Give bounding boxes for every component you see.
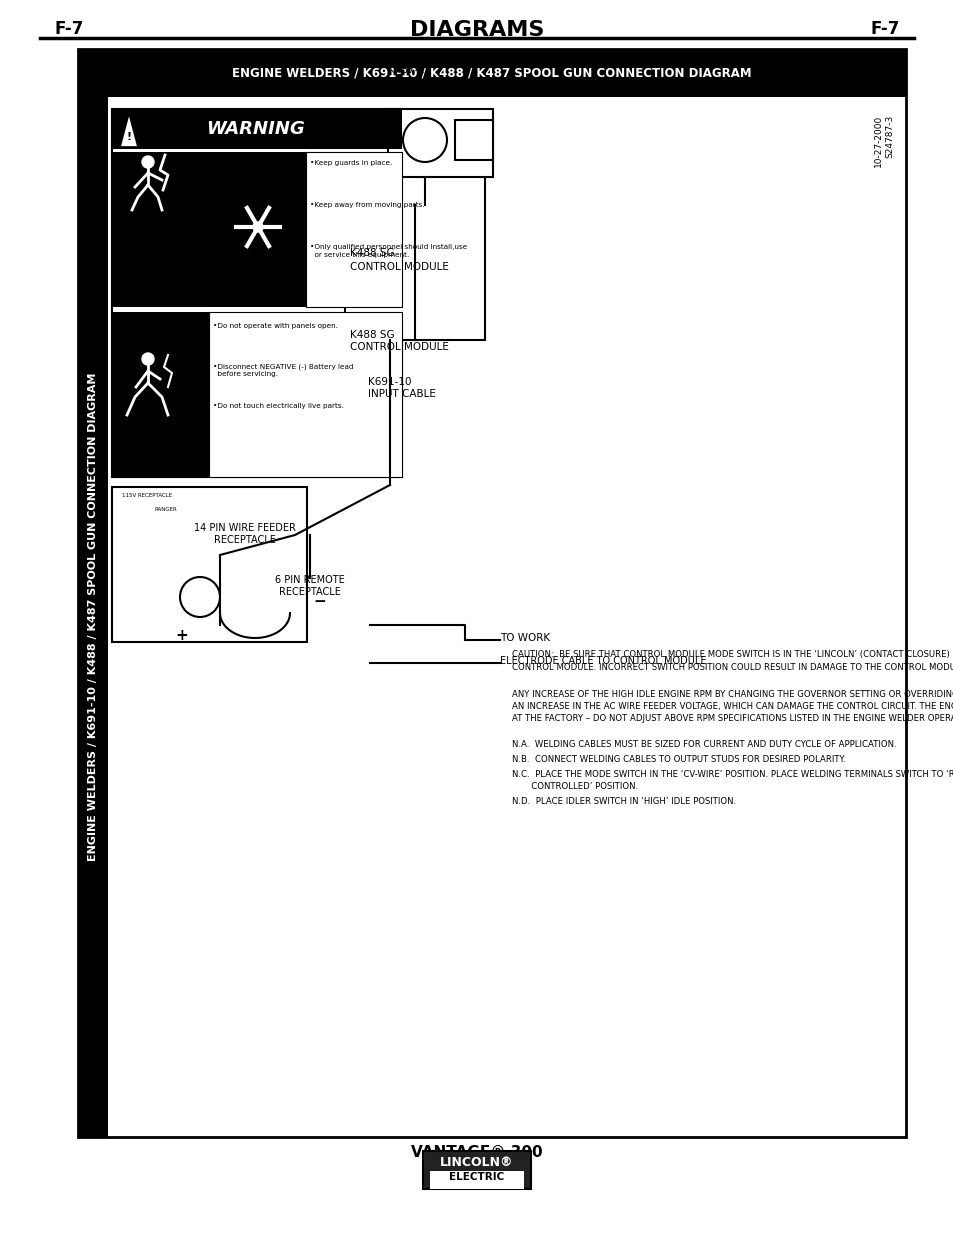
Text: ELECTRIC: ELECTRIC <box>449 1172 504 1182</box>
Circle shape <box>253 222 263 232</box>
Bar <box>112 152 209 308</box>
Text: AT THE FACTORY – DO NOT ADJUST ABOVE RPM SPECIFICATIONS LISTED IN THE ENGINE WEL: AT THE FACTORY – DO NOT ADJUST ABOVE RPM… <box>512 714 953 722</box>
Text: 14 PIN WIRE FEEDER
RECEPTACLE: 14 PIN WIRE FEEDER RECEPTACLE <box>193 522 295 545</box>
Text: ENGINE WELDERS / K691-10 / K488 / K487 SPOOL GUN CONNECTION DIAGRAM: ENGINE WELDERS / K691-10 / K488 / K487 S… <box>232 67 751 79</box>
Bar <box>455 120 493 161</box>
Bar <box>78 49 905 1137</box>
Bar <box>78 49 905 98</box>
Bar <box>112 109 401 477</box>
Text: •Keep guards in place.: •Keep guards in place. <box>310 161 392 165</box>
Text: CAUTION:  BE SURE THAT CONTROL MODULE MODE SWITCH IS IN THE ‘LINCOLN’ (CONTACT C: CAUTION: BE SURE THAT CONTROL MODULE MOD… <box>512 650 953 659</box>
Text: −: − <box>314 594 326 610</box>
Text: •Keep away from moving parts.: •Keep away from moving parts. <box>310 203 424 207</box>
Text: +: + <box>175 627 188 642</box>
Circle shape <box>142 353 153 366</box>
Text: RANGER: RANGER <box>154 508 177 513</box>
Text: CONTROLLED’ POSITION.: CONTROLLED’ POSITION. <box>512 782 638 790</box>
Text: ENGINE WELDERS / K691-10 / K488 / K487 SPOOL GUN CONNECTION DIAGRAM: ENGINE WELDERS / K691-10 / K488 / K487 S… <box>88 373 98 861</box>
Text: •Do not touch electrically live parts.: •Do not touch electrically live parts. <box>213 403 343 409</box>
Circle shape <box>402 119 447 162</box>
Text: AN INCREASE IN THE AC WIRE FEEDER VOLTAGE, WHICH CAN DAMAGE THE CONTROL CIRCUIT.: AN INCREASE IN THE AC WIRE FEEDER VOLTAG… <box>512 701 953 711</box>
Text: DIAGRAMS: DIAGRAMS <box>410 20 543 40</box>
Text: N.D.  PLACE IDLER SWITCH IN ‘HIGH’ IDLE POSITION.: N.D. PLACE IDLER SWITCH IN ‘HIGH’ IDLE P… <box>512 797 736 806</box>
Bar <box>112 487 307 642</box>
Text: ANY INCREASE OF THE HIGH IDLE ENGINE RPM BY CHANGING THE GOVERNOR SETTING OR OVE: ANY INCREASE OF THE HIGH IDLE ENGINE RPM… <box>512 690 953 699</box>
Text: 10-27-2000: 10-27-2000 <box>873 115 882 167</box>
Text: ELECTRODE CABLE TO CONTROL MODULE: ELECTRODE CABLE TO CONTROL MODULE <box>499 656 706 666</box>
Text: •Disconnect NEGATIVE (-) Battery lead
  before servicing.: •Disconnect NEGATIVE (-) Battery lead be… <box>213 363 354 377</box>
Circle shape <box>180 577 220 618</box>
Text: CONTROL MODULE. INCORRECT SWITCH POSITION COULD RESULT IN DAMAGE TO THE CONTROL : CONTROL MODULE. INCORRECT SWITCH POSITIO… <box>512 662 953 671</box>
Bar <box>306 152 401 308</box>
Circle shape <box>142 156 153 168</box>
Text: N.C.  PLACE THE MODE SWITCH IN THE ‘CV-WIRE’ POSITION. PLACE WELDING TERMINALS S: N.C. PLACE THE MODE SWITCH IN THE ‘CV-WI… <box>512 769 953 779</box>
Text: 115V RECEPTACLE: 115V RECEPTACLE <box>122 493 172 498</box>
Text: F-7: F-7 <box>55 20 84 38</box>
Bar <box>209 152 306 308</box>
Text: WARNING: WARNING <box>206 120 304 138</box>
Text: •Do not operate with panels open.: •Do not operate with panels open. <box>213 324 337 329</box>
Text: K691-10
INPUT CABLE: K691-10 INPUT CABLE <box>368 377 436 399</box>
Polygon shape <box>120 112 138 147</box>
Bar <box>388 109 493 177</box>
Text: K488 SG
CONTROL MODULE: K488 SG CONTROL MODULE <box>350 330 449 352</box>
Bar <box>112 109 401 149</box>
Bar <box>209 312 401 477</box>
Text: !: ! <box>127 132 132 142</box>
Text: 6 PIN REMOTE
RECEPTACLE: 6 PIN REMOTE RECEPTACLE <box>274 576 345 597</box>
Bar <box>422 1151 531 1189</box>
Text: K488 SG
CONTROL MODULE: K488 SG CONTROL MODULE <box>350 248 449 272</box>
Text: N.A.  WELDING CABLES MUST BE SIZED FOR CURRENT AND DUTY CYCLE OF APPLICATION.: N.A. WELDING CABLES MUST BE SIZED FOR CU… <box>512 740 896 748</box>
Text: LINCOLN®: LINCOLN® <box>439 1156 514 1170</box>
Text: N.B.  CONNECT WELDING CABLES TO OUTPUT STUDS FOR DESIRED POLARITY.: N.B. CONNECT WELDING CABLES TO OUTPUT ST… <box>512 755 844 764</box>
Text: S24787-3: S24787-3 <box>884 115 894 158</box>
Text: K487-25
SPOOL GUN: K487-25 SPOOL GUN <box>388 65 449 86</box>
Text: F-7: F-7 <box>870 20 899 38</box>
Bar <box>345 175 484 340</box>
Bar <box>78 98 108 1137</box>
Text: •Only qualified personnel should install,use
  or service this equipment.: •Only qualified personnel should install… <box>310 245 467 258</box>
Bar <box>430 1171 523 1189</box>
Text: VANTAGE® 300: VANTAGE® 300 <box>411 1145 542 1160</box>
Bar <box>112 312 209 477</box>
Text: TO WORK: TO WORK <box>499 634 550 643</box>
